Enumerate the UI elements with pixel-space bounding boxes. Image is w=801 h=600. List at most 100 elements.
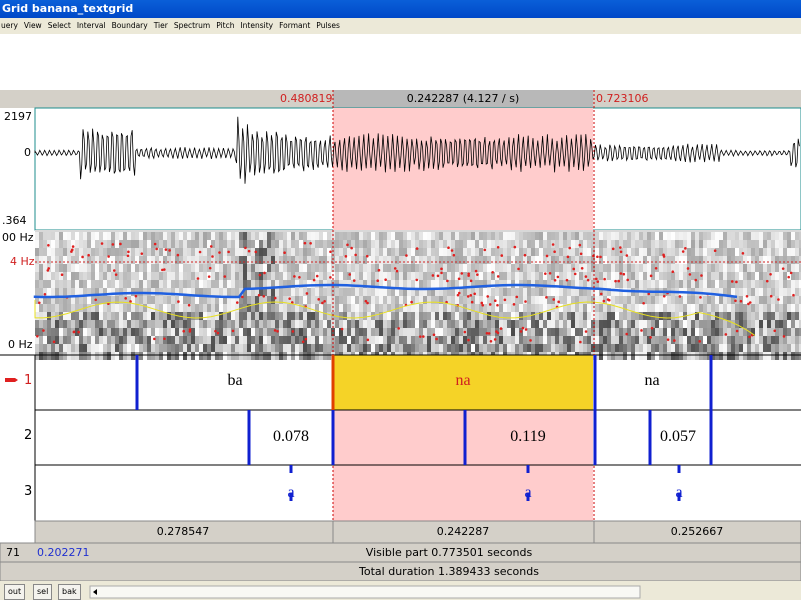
spectrogram-cell [187, 256, 191, 264]
spectrogram-cell [739, 352, 743, 360]
spectrogram-cell [599, 312, 603, 320]
spectrogram-cell [731, 304, 735, 312]
spectrogram-cell [279, 264, 283, 272]
spectrogram-cell [471, 264, 475, 272]
formant-dot [567, 256, 570, 259]
spectrogram-cell [791, 304, 795, 312]
spectrogram-cell [751, 304, 755, 312]
spectrogram-cell [695, 264, 699, 272]
spectrogram-cell [527, 240, 531, 248]
formant-dot [107, 255, 110, 258]
spectrogram-cell [611, 312, 615, 320]
button[interactable]: out [4, 584, 25, 600]
spectrogram-cell [567, 272, 571, 280]
spectrogram-cell [271, 256, 275, 264]
spectrogram-cell [167, 344, 171, 352]
spectrogram-cell [607, 320, 611, 328]
spectrogram-cell [719, 264, 723, 272]
formant-dot [440, 268, 443, 271]
spectrogram-cell [795, 328, 799, 336]
spectrogram-cell [691, 328, 695, 336]
spectrogram-cell [755, 328, 759, 336]
formant-dot [699, 296, 702, 299]
formant-dot [446, 280, 449, 283]
spectrogram-cell [559, 336, 563, 344]
spectrogram-cell [115, 240, 119, 248]
spectrogram-cell [175, 352, 179, 360]
spectrogram-cell [699, 336, 703, 344]
spectrogram-cell [463, 232, 467, 240]
spectrogram-cell [719, 304, 723, 312]
spectrogram-cell [335, 328, 339, 336]
spectrogram-cell [423, 256, 427, 264]
spectrogram-cell [323, 288, 327, 296]
button[interactable]: bak [58, 584, 81, 600]
spectrogram-cell [139, 352, 143, 360]
spectrogram-cell [135, 280, 139, 288]
spectrogram-cell [179, 240, 183, 248]
spectrogram-cell [575, 248, 579, 256]
spectrogram-cell [459, 336, 463, 344]
formant-dot [119, 243, 122, 246]
spectrogram-cell [479, 344, 483, 352]
spectrogram-cell [435, 256, 439, 264]
scrollbar[interactable] [90, 586, 640, 598]
spectrogram-cell [183, 344, 187, 352]
formant-dot [579, 244, 582, 247]
formant-dot [135, 295, 138, 298]
spectrogram-cell [223, 320, 227, 328]
spectrogram-cell [67, 288, 71, 296]
spectrogram-cell [427, 280, 431, 288]
spectrogram-cell [219, 272, 223, 280]
spectrogram-cell [787, 336, 791, 344]
spectrogram-cell [487, 264, 491, 272]
spectrogram-cell [635, 256, 639, 264]
spectrogram-cell [275, 352, 279, 360]
spectrogram-cell [487, 336, 491, 344]
spectrogram-cell [211, 352, 215, 360]
spectrogram-cell [587, 232, 591, 240]
spectrogram-cell [623, 296, 627, 304]
spectrogram-cell [583, 248, 587, 256]
spectrogram-cell [747, 352, 751, 360]
spectrogram-cell [543, 232, 547, 240]
spectrogram-cell [103, 280, 107, 288]
button[interactable]: sel [33, 584, 52, 600]
spectrogram-cell [59, 344, 63, 352]
formant-dot [790, 272, 793, 275]
spectrogram-cell [623, 312, 627, 320]
spectrogram-cell [163, 344, 167, 352]
spectrogram-cell [59, 336, 63, 344]
spectrogram-cell [207, 232, 211, 240]
formant-dot [650, 275, 653, 278]
spectrogram-cell [787, 232, 791, 240]
spectrogram-cell [255, 336, 259, 344]
spectrogram-cell [723, 240, 727, 248]
spectrogram-cell [471, 272, 475, 280]
spectrogram-cell [395, 232, 399, 240]
spectrogram-cell [55, 320, 59, 328]
spectrogram-cell [387, 272, 391, 280]
spectrogram-cell [503, 232, 507, 240]
spectrogram-cell [215, 272, 219, 280]
formant-dot [585, 275, 588, 278]
spectrogram-cell [403, 320, 407, 328]
spectrogram-cell [451, 320, 455, 328]
spectrogram-cell [743, 232, 747, 240]
spectrogram-cell [679, 328, 683, 336]
spectrogram-cell [655, 312, 659, 320]
spectrogram-cell [791, 312, 795, 320]
spectrogram-cell [267, 352, 271, 360]
spectrogram-cell [391, 248, 395, 256]
spectrogram-cell [731, 264, 735, 272]
spectrogram-cell [299, 256, 303, 264]
spectrogram-cell [227, 272, 231, 280]
spectrogram-cell [535, 288, 539, 296]
spectrogram-cell [519, 240, 523, 248]
spectrogram-cell [687, 248, 691, 256]
spectrogram-cell [271, 328, 275, 336]
spectrogram-cell [535, 272, 539, 280]
spectrogram-cell [611, 264, 615, 272]
spectrogram-cell [343, 328, 347, 336]
formant-dot [276, 330, 279, 333]
